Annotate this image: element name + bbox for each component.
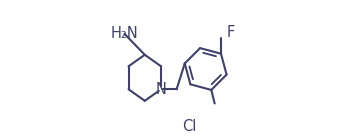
Text: N: N	[155, 82, 166, 97]
Text: F: F	[226, 25, 235, 40]
Text: Cl: Cl	[182, 119, 196, 134]
Text: H₂N: H₂N	[110, 26, 138, 41]
